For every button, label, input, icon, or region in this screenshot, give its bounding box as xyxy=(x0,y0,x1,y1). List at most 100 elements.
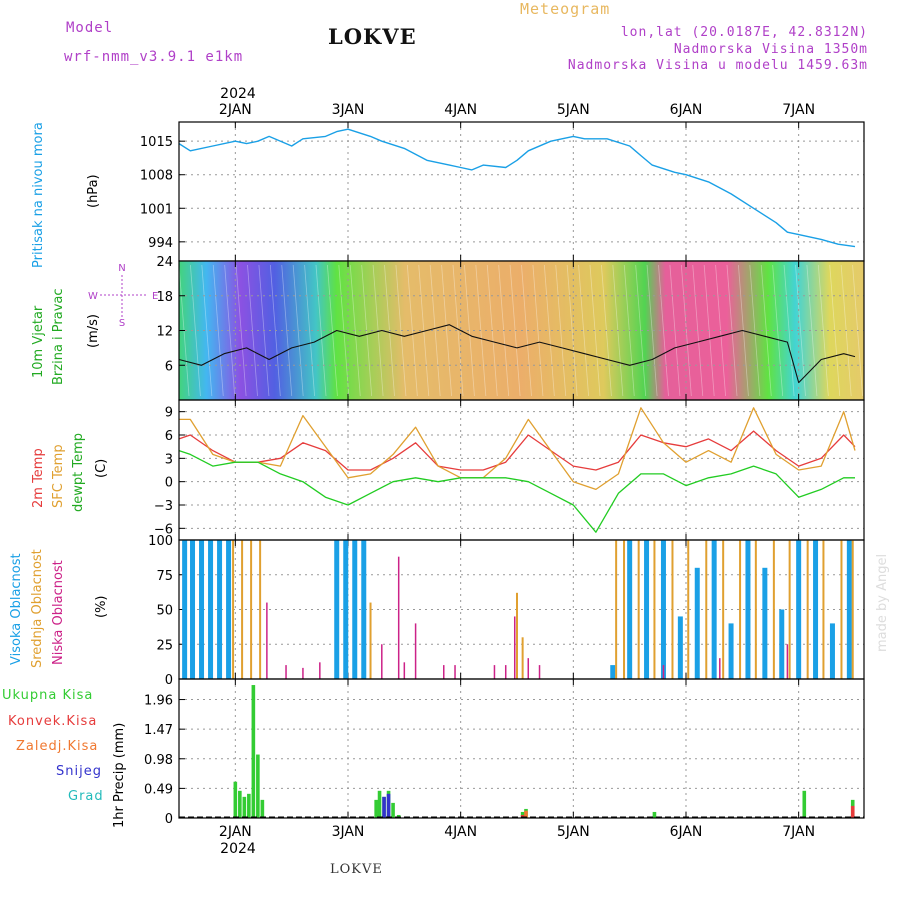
product-title: Meteogram xyxy=(520,0,611,18)
precip-total-bar-15 xyxy=(652,811,657,818)
top-date-label-0: 2JAN xyxy=(219,102,252,118)
cloud-low-bar-10 xyxy=(493,665,496,679)
pressure-labels: Pritisak na nivou mora (hPa) xyxy=(31,122,101,268)
cloud-mid-bar-0 xyxy=(232,540,235,679)
cloud-high-bar-21 xyxy=(796,540,802,679)
cloud-high-bar-8 xyxy=(352,540,358,679)
wind-barb-streak-30 xyxy=(521,264,532,397)
cloud-mid-bar-5 xyxy=(515,592,518,679)
wind-barb-streak-53 xyxy=(783,264,795,397)
top-date-label-4: 6JAN xyxy=(670,102,703,118)
cloud-high-bar-19 xyxy=(762,567,768,679)
cloud-high-bar-4 xyxy=(217,540,223,679)
wind-barb-streak-34 xyxy=(566,264,578,397)
wind-barb-streak-46 xyxy=(703,264,715,397)
cloud-mid-bar-9 xyxy=(637,540,640,679)
cloud-low-bar-15 xyxy=(662,665,665,679)
cloud-low-bar-12 xyxy=(513,616,516,679)
top-year-label: 2024 xyxy=(220,86,256,102)
pressure-unit-label: (hPa) xyxy=(86,174,101,208)
precip-conv-label: Konvek.Kisa xyxy=(8,714,97,729)
watermark: made by Angel xyxy=(875,554,890,652)
top-date-label-5: 7JAN xyxy=(782,102,815,118)
wind-barb-streak-54 xyxy=(795,264,806,397)
cloud-low-bar-17 xyxy=(786,644,789,679)
top-date-label-1: 3JAN xyxy=(332,102,365,118)
model-elevation-label: Nadmorska Visina u modelu 1459.63m xyxy=(567,58,868,73)
precip-total-bar-11 xyxy=(391,802,395,818)
precip-total-bar-16 xyxy=(802,790,807,818)
bottom-date-axis: 2024 2JAN 3JAN 4JAN 5JAN 6JAN 7JAN xyxy=(219,824,815,857)
pressure-line xyxy=(178,128,856,248)
wind-barb-streak-23 xyxy=(441,264,452,397)
wind-barb-streak-12 xyxy=(315,264,327,397)
top-date-axis: 2024 2JAN 3JAN 4JAN 5JAN 6JAN 7JAN xyxy=(219,86,815,118)
bottom-date-label-3: 5JAN xyxy=(557,824,590,840)
precip-total-bar-1 xyxy=(238,790,242,818)
cloud-high-bar-18 xyxy=(745,540,751,679)
wind-barb-streak-35 xyxy=(578,264,589,397)
wind-barb-streak-3 xyxy=(212,264,224,397)
cloud-low-bar-8 xyxy=(443,665,445,679)
precip-total-bar-12 xyxy=(396,814,401,818)
precip-snow-bar-0 xyxy=(382,796,386,818)
cloud-low-bar-3 xyxy=(319,662,321,679)
wind-name-label-1: 10m Vjetar xyxy=(31,305,46,378)
temp-ytick-label-3: 3 xyxy=(165,452,173,467)
wind-barb-streak-5 xyxy=(235,264,247,397)
cloud-ytick-label-0: 0 xyxy=(165,673,173,688)
wind-barb-streak-42 xyxy=(658,264,669,397)
precip-total-bar-8 xyxy=(377,790,382,818)
cloud-high-bar-15 xyxy=(694,567,700,679)
cloud-mid-bar-14 xyxy=(722,540,725,679)
cloud-high-bar-14 xyxy=(677,616,683,679)
cloud-low-bar-6 xyxy=(403,662,406,679)
model-name: wrf-nmm_v3.9.1 e1km xyxy=(64,49,244,65)
cloud-mid-bar-13 xyxy=(705,540,708,679)
cloud-mid-bar-10 xyxy=(653,540,656,679)
cloud-ytick-label-2: 50 xyxy=(156,604,173,619)
cloud-mid-bar-19 xyxy=(806,540,809,679)
wind-barb-streak-25 xyxy=(464,264,475,397)
wind-name-label-2: Brzina i Pravac xyxy=(51,288,66,385)
precip-ytick-label-0: 0 xyxy=(165,812,173,827)
precip-snow-bar-1 xyxy=(386,793,391,818)
cloud-low-bar-5 xyxy=(397,556,400,679)
wind-barb-streak-10 xyxy=(292,264,304,397)
cloud-low-bar-14 xyxy=(538,665,541,679)
precip-hail-label: Grad xyxy=(68,789,104,804)
wind-barb-streak-11 xyxy=(304,264,315,397)
cloud-mid-bar-15 xyxy=(739,540,742,679)
pressure-panel: 994 1001 1008 1015 xyxy=(140,121,865,262)
cloud-high-bar-22 xyxy=(813,540,819,679)
precip-total-bar-0 xyxy=(233,781,238,818)
cloud-high-bar-16 xyxy=(711,540,717,679)
cloud-high-bar-24 xyxy=(846,540,852,679)
elevation-label: Nadmorska Visina 1350m xyxy=(673,42,868,57)
cloud-mid-bar-1 xyxy=(241,540,244,679)
precip-total-label: Ukupna Kisa xyxy=(2,688,93,703)
cloud-panel: 0 25 50 75 100 xyxy=(148,534,865,688)
cloud-mid-label: Srednja Oblacnost xyxy=(30,549,45,668)
wind-barb-streak-24 xyxy=(452,264,464,397)
wind-barb-streak-20 xyxy=(406,264,418,397)
wind-barb-streak-55 xyxy=(806,264,818,397)
precip-total-bar-7 xyxy=(374,799,378,818)
bottom-date-label-4: 6JAN xyxy=(670,824,703,840)
wind-barb-streak-21 xyxy=(418,264,430,397)
wind-barb-streak-13 xyxy=(327,264,338,397)
precip-conv-bar-0 xyxy=(520,814,525,818)
cloud-high-bar-13 xyxy=(660,540,666,679)
cloud-unit-label: (%) xyxy=(94,596,109,619)
wind-barb-streak-56 xyxy=(817,264,829,397)
precip-conv-bar-1 xyxy=(850,805,855,818)
wind-ytick-label-3: 24 xyxy=(156,255,173,270)
pressure-ytick-label-1: 1001 xyxy=(140,202,173,217)
cloud-ytick-label-1: 25 xyxy=(156,638,173,653)
wind-barb-streak-33 xyxy=(555,264,567,397)
temp-ytick-label-5: 9 xyxy=(165,406,173,421)
precip-frozen-label: Zaledj.Kisa xyxy=(16,739,98,754)
precip-ytick-label-4: 1.96 xyxy=(144,694,173,709)
wind-barb-streak-40 xyxy=(635,264,647,397)
cloud-mid-bar-20 xyxy=(822,540,825,679)
